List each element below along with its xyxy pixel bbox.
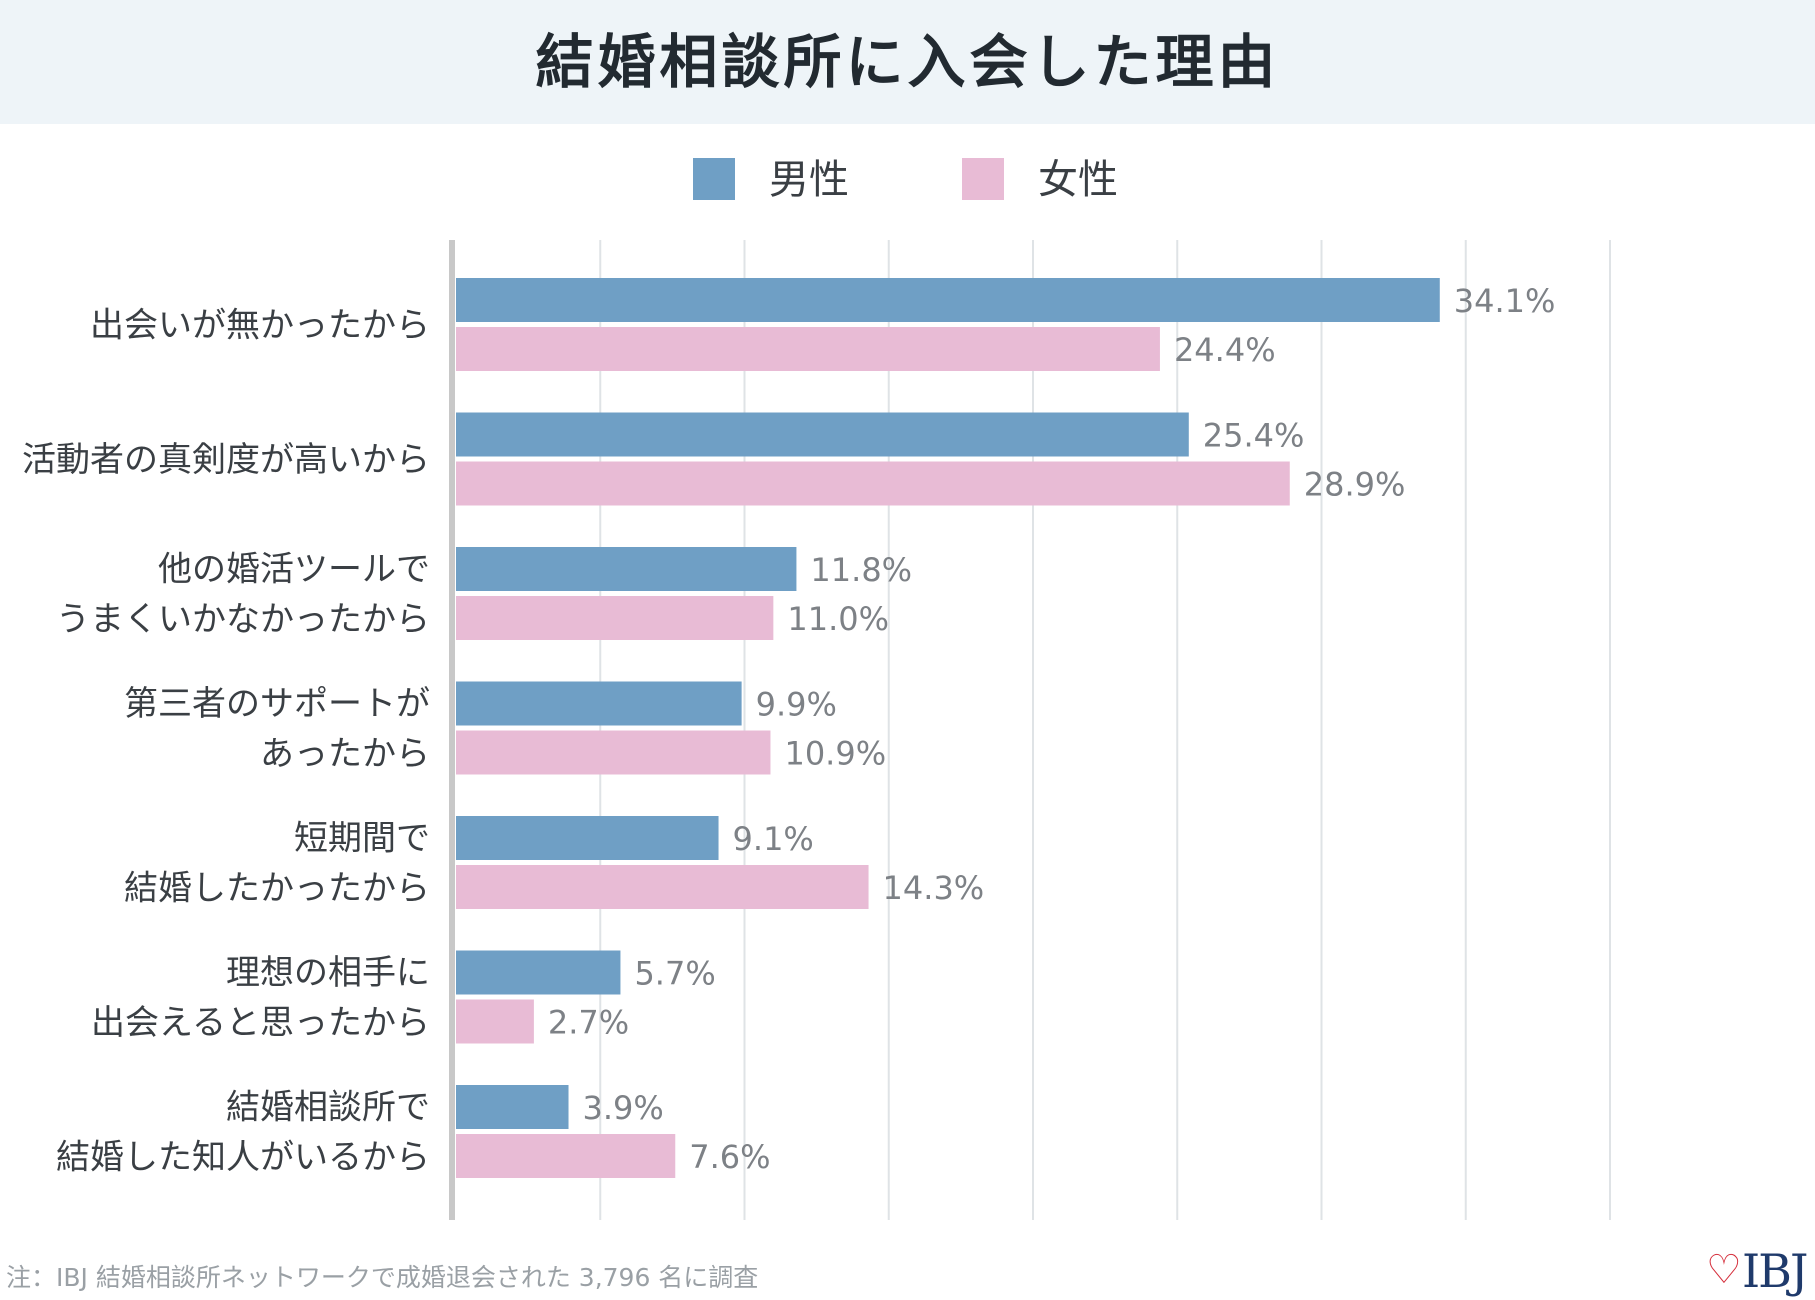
value-label-female: 28.9% xyxy=(1304,466,1406,504)
category-label: 第三者のサポートが xyxy=(124,684,430,724)
category-label: 出会いが無かったから xyxy=(90,306,430,346)
bar-male xyxy=(456,412,1189,457)
bar-female xyxy=(456,730,771,775)
value-label-male: 3.9% xyxy=(583,1089,664,1127)
bar-female xyxy=(456,596,774,640)
value-label-female: 2.7% xyxy=(548,1004,629,1042)
bar-female xyxy=(456,865,869,909)
category-label: うまくいかなかったから xyxy=(56,600,430,640)
heart-icon: ♡ xyxy=(1706,1247,1742,1293)
bar-female xyxy=(456,461,1290,506)
title-band xyxy=(0,0,1815,124)
category-label: 結婚相談所で xyxy=(226,1088,430,1128)
bar-female xyxy=(456,999,534,1044)
logo-text: IBJ xyxy=(1742,1244,1808,1298)
value-label-male: 34.1% xyxy=(1454,282,1556,320)
bar-male xyxy=(456,278,1440,322)
legend-swatch-male xyxy=(693,158,735,200)
value-label-male: 11.8% xyxy=(810,551,912,589)
value-label-female: 14.3% xyxy=(883,869,985,907)
legend-label-female: 女性 xyxy=(1038,157,1118,203)
legend-swatch-female xyxy=(962,158,1004,200)
ibj-logo: ♡ IBJ xyxy=(1706,1246,1810,1296)
bar-male xyxy=(456,547,797,591)
chart-title: 結婚相談所に入会した理由 xyxy=(535,28,1280,96)
bar-male xyxy=(456,816,719,860)
bar-male xyxy=(456,681,742,726)
category-label: 他の婚活ツールで xyxy=(158,550,430,590)
footnote: 注：IBJ 結婚相談所ネットワークで成婚退会された 3,796 名に調査 xyxy=(6,1263,759,1292)
bar-female xyxy=(456,327,1160,371)
category-label: あったから xyxy=(260,734,430,774)
legend-label-male: 男性 xyxy=(769,157,849,203)
category-label: 出会えると思ったから xyxy=(91,1003,430,1043)
category-label: 短期間で xyxy=(294,819,430,859)
value-label-male: 9.9% xyxy=(756,686,837,724)
value-label-male: 9.1% xyxy=(733,820,814,858)
value-label-female: 10.9% xyxy=(784,735,886,773)
bar-female xyxy=(456,1134,676,1178)
category-label: 結婚した知人がいるから xyxy=(56,1138,430,1178)
category-label: 結婚したかったから xyxy=(124,869,430,909)
legend: 男性 女性 xyxy=(0,150,1815,210)
value-label-female: 24.4% xyxy=(1174,331,1276,369)
bar-male xyxy=(456,1085,569,1129)
value-label-female: 7.6% xyxy=(689,1138,770,1176)
category-label: 活動者の真剣度が高いから xyxy=(22,440,430,480)
value-label-male: 25.4% xyxy=(1203,417,1305,455)
bar-male xyxy=(456,950,621,995)
bar-chart: 出会いが無かったから 34.1% 24.4% 活動者の真剣度が高いから 25.4% 28.… xyxy=(22,240,1611,1220)
value-label-female: 11.0% xyxy=(787,600,889,638)
category-label: 理想の相手に xyxy=(226,953,430,993)
value-label-male: 5.7% xyxy=(634,955,715,993)
